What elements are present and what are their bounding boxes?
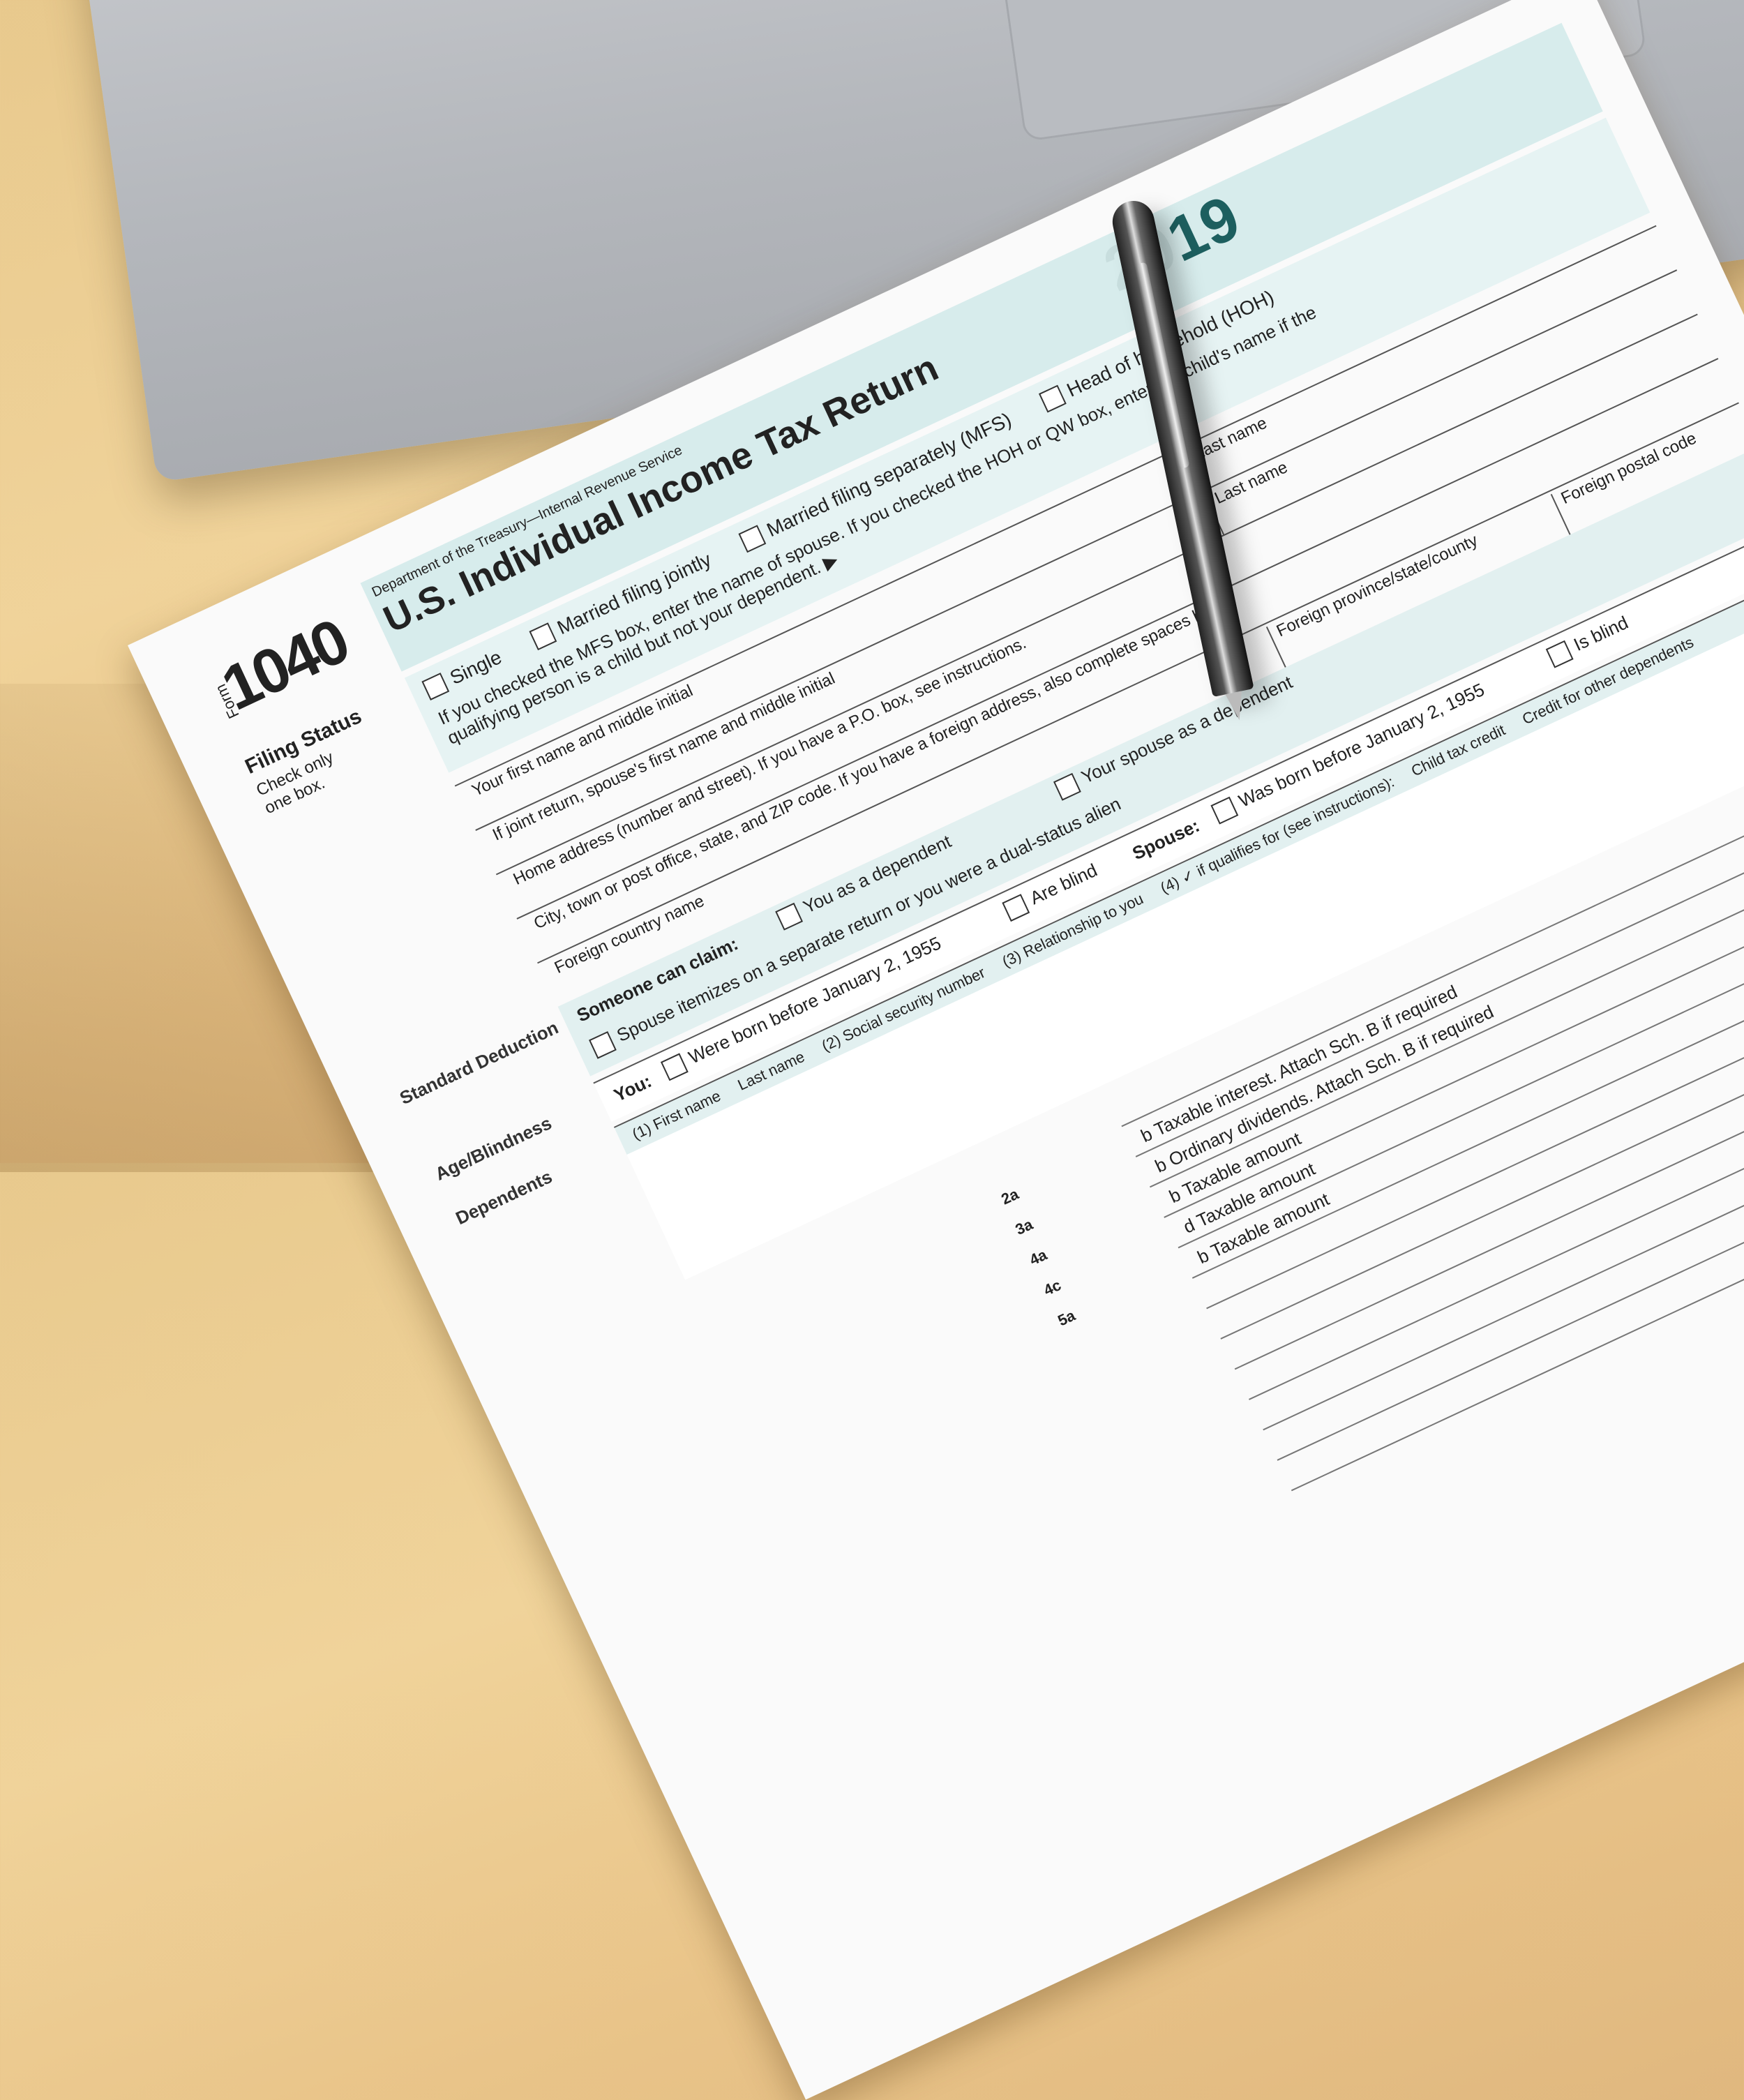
checkbox[interactable]: [589, 1031, 617, 1059]
checkbox[interactable]: [529, 622, 557, 651]
checkbox[interactable]: [660, 1053, 689, 1081]
you-label: You:: [610, 1070, 655, 1106]
checkbox[interactable]: [775, 902, 804, 931]
left-line-number: 4c: [1041, 1276, 1064, 1300]
left-line-number: 2a: [998, 1185, 1022, 1208]
left-line-number: 3a: [1012, 1215, 1036, 1239]
option-label: Is blind: [1570, 611, 1632, 655]
left-line-number: 5a: [1055, 1306, 1078, 1330]
checkbox[interactable]: [1545, 640, 1574, 668]
left-line-number: 4a: [1026, 1245, 1050, 1269]
standard-deduction-label: Standard Deduction: [396, 1017, 562, 1109]
dependents-label: Dependents: [452, 1166, 556, 1229]
keyboard: [366, 0, 1081, 40]
checkbox[interactable]: [1210, 796, 1239, 825]
form-number: 1040: [211, 606, 358, 724]
checkbox[interactable]: [738, 525, 767, 553]
checkbox[interactable]: [1038, 384, 1067, 413]
checkbox[interactable]: [1053, 772, 1081, 801]
checkbox[interactable]: [1002, 894, 1030, 922]
checkbox[interactable]: [421, 673, 450, 700]
line-number: 1: [1741, 805, 1744, 825]
